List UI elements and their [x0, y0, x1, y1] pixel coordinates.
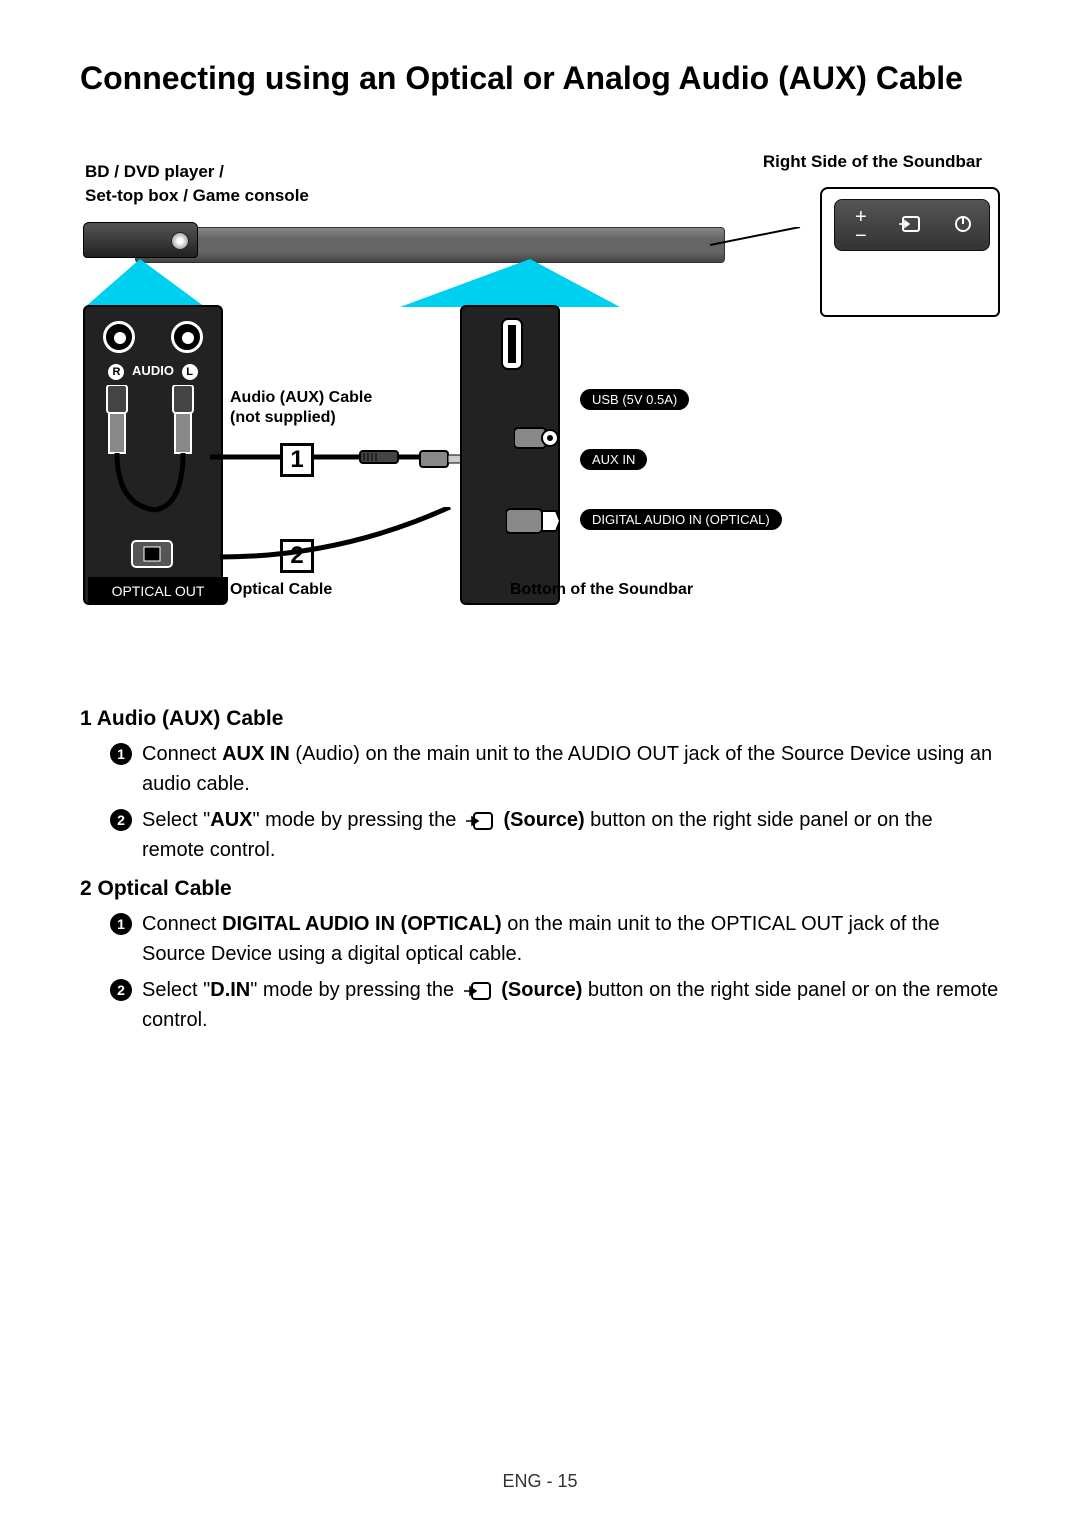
power-icon — [953, 214, 973, 240]
step-text: Connect DIGITAL AUDIO IN (OPTICAL) on th… — [142, 909, 1000, 969]
optical-cable-label: Optical Cable — [230, 581, 332, 599]
rca-plugs-icon — [95, 385, 215, 515]
step-bullet: 1 — [110, 743, 132, 765]
usb-pill: USB (5V 0.5A) — [580, 389, 689, 410]
audio-rl-label: R AUDIO L — [85, 363, 221, 380]
optical-port-icon — [130, 533, 180, 573]
aux-port-icon — [514, 422, 560, 458]
step-text: Connect AUX IN (Audio) on the main unit … — [142, 739, 1000, 799]
section-header: 2 Optical Cable — [80, 877, 1000, 901]
right-side-label: Right Side of the Soundbar — [763, 152, 982, 172]
soundbar-illustration — [135, 227, 725, 263]
bottom-soundbar-label: Bottom of the Soundbar — [510, 581, 693, 599]
step-text: Select "AUX" mode by pressing the (Sourc… — [142, 805, 1000, 865]
step-bullet: 1 — [110, 913, 132, 935]
rca-jack-r — [103, 321, 135, 353]
instruction-step: 1 Connect DIGITAL AUDIO IN (OPTICAL) on t… — [110, 909, 1000, 969]
aux-cable-illustration — [210, 427, 470, 487]
source-icon — [897, 213, 923, 241]
disc-icon — [171, 232, 189, 250]
connection-diagram: BD / DVD player / Set-top box / Game con… — [80, 147, 1000, 667]
minus-icon: − — [855, 225, 867, 248]
optical-out-label: OPTICAL OUT — [88, 577, 228, 605]
aux-cable-label: Audio (AUX) Cable (not supplied) — [230, 389, 372, 427]
source-label-line2: Set-top box / Game console — [85, 186, 309, 206]
marker-1: 1 — [280, 443, 314, 477]
cyan-callout-left — [85, 259, 205, 309]
instruction-step: 2 Select "D.IN" mode by pressing the (Sou… — [110, 975, 1000, 1035]
callout-line-right — [710, 227, 820, 292]
step-bullet: 2 — [110, 809, 132, 831]
rca-jack-l — [171, 321, 203, 353]
optical-in-port-icon — [506, 503, 560, 543]
audio-l: L — [182, 364, 198, 380]
soundbar-bottom-panel — [460, 305, 560, 605]
instructions-area: 1 Audio (AUX) Cable 1 Connect AUX IN (Audi… — [80, 707, 1000, 1035]
section-header: 1 Audio (AUX) Cable — [80, 707, 1000, 731]
digital-in-pill: DIGITAL AUDIO IN (OPTICAL) — [580, 509, 782, 530]
cyan-callout-right — [400, 259, 620, 309]
source-label-line1: BD / DVD player / — [85, 162, 309, 182]
side-panel-illustration: + − — [820, 187, 1000, 317]
source-device-panel: R AUDIO L OPTICAL OUT — [83, 305, 223, 605]
page-title: Connecting using an Optical or Analog Au… — [80, 60, 1000, 97]
dvd-player-illustration — [83, 222, 198, 258]
source-device-label: BD / DVD player / Set-top box / Game con… — [85, 162, 309, 206]
page-footer: ENG - 15 — [0, 1471, 1080, 1492]
step-text: Select "D.IN" mode by pressing the (Sour… — [142, 975, 1000, 1035]
optical-cable-illustration — [220, 507, 480, 577]
usb-port-icon — [500, 317, 524, 373]
instruction-step: 1 Connect AUX IN (Audio) on the main unit… — [110, 739, 1000, 799]
aux-in-pill: AUX IN — [580, 449, 647, 470]
step-bullet: 2 — [110, 979, 132, 1001]
audio-r: R — [108, 364, 124, 380]
instruction-step: 2 Select "AUX" mode by pressing the (Sour… — [110, 805, 1000, 865]
